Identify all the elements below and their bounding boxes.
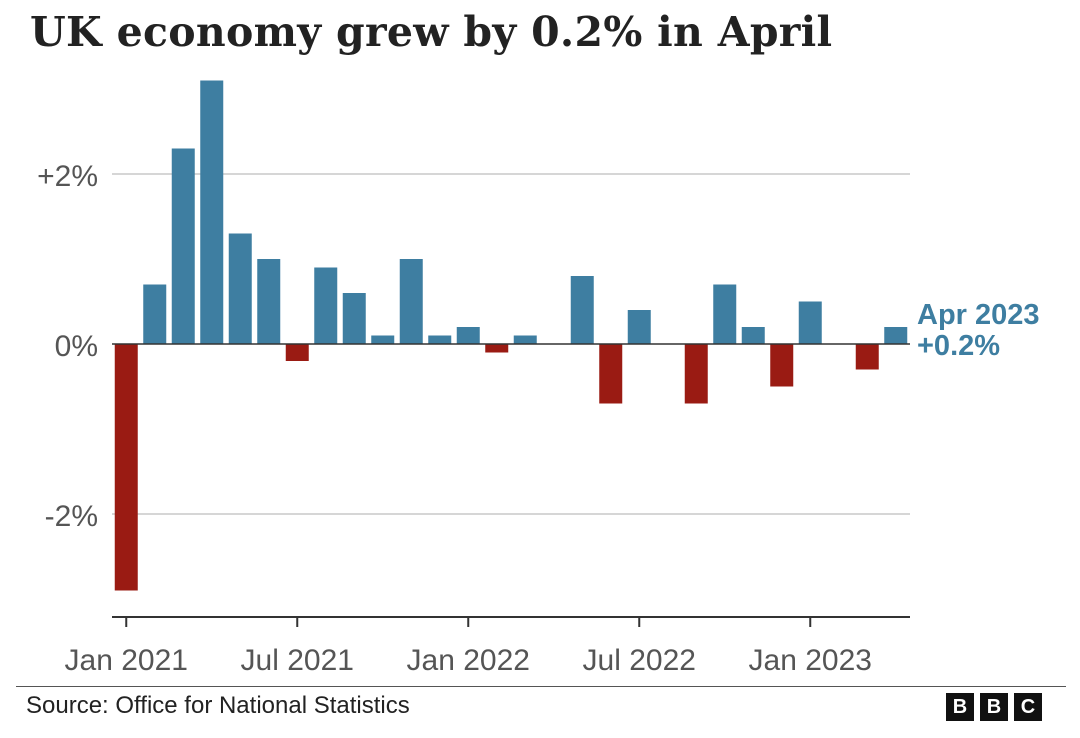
bar-dec-2022 <box>770 344 794 387</box>
bar-mar-2021 <box>171 148 195 344</box>
bar-feb-2022 <box>485 344 509 353</box>
labels: +2% 0% -2% Jan 2021 Jul 2021 Jan 2022 Jul 2022… <box>37 160 1039 677</box>
bar-oct-2021 <box>371 335 395 344</box>
annotation-value: +0.2% <box>917 330 1000 362</box>
bar-may-2022 <box>570 276 594 344</box>
bar-jan-2022 <box>456 327 480 344</box>
bar-may-2021 <box>228 233 252 344</box>
bbc-logo: B B C <box>946 693 1042 721</box>
x-tick-label: Jan 2022 <box>407 644 530 677</box>
bar-sep-2021 <box>342 293 366 344</box>
bar-apr-2021 <box>200 80 224 344</box>
bbc-logo-c: C <box>1014 693 1042 721</box>
bbc-logo-b2: B <box>980 693 1008 721</box>
annotation-month: Apr 2023 <box>917 299 1040 331</box>
x-tick-label: Jul 2021 <box>241 644 354 677</box>
x-tick-label: Jul 2022 <box>583 644 696 677</box>
bar-nov-2021 <box>399 259 423 344</box>
bar-feb-2021 <box>143 284 167 344</box>
bar-dec-2021 <box>428 335 452 344</box>
bar-mar-2023 <box>855 344 879 370</box>
y-tick-label: 0% <box>55 330 98 363</box>
chart-title: UK economy grew by 0.2% in April <box>30 8 833 56</box>
bar-mar-2022 <box>513 335 537 344</box>
bar-sep-2022 <box>684 344 708 404</box>
bbc-logo-b1: B <box>946 693 974 721</box>
bar-apr-2023 <box>884 327 908 344</box>
bar-jul-2021 <box>285 344 309 361</box>
bar-jun-2021 <box>257 259 281 344</box>
source-note: Source: Office for National Statistics <box>26 692 410 719</box>
x-tick-label: Jan 2021 <box>65 644 188 677</box>
bar-jul-2022 <box>627 310 651 344</box>
axes <box>112 343 910 627</box>
x-tick-label: Jan 2023 <box>749 644 872 677</box>
bar-oct-2022 <box>713 284 737 344</box>
y-tick-label: -2% <box>45 500 98 533</box>
bar-jun-2022 <box>599 344 623 404</box>
gridlines <box>112 173 910 515</box>
bar-jan-2021 <box>114 344 138 591</box>
bar-aug-2021 <box>314 267 338 344</box>
bars <box>114 80 908 591</box>
y-tick-label: +2% <box>37 160 98 193</box>
bar-jan-2023 <box>798 301 822 344</box>
bar-nov-2022 <box>741 327 765 344</box>
bar-chart: +2% 0% -2% Jan 2021 Jul 2021 Jan 2022 Jul 2022… <box>37 80 1040 677</box>
footer-divider <box>16 686 1066 687</box>
